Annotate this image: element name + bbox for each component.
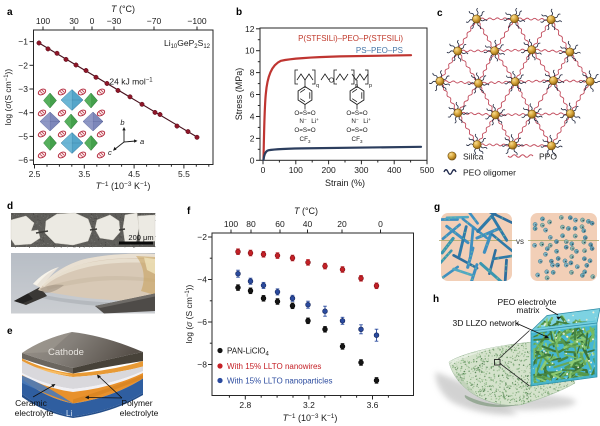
svg-text:P(STFSILi)–PEO–P(STFSILi): P(STFSILi)–PEO–P(STFSILi) bbox=[298, 34, 403, 43]
svg-text:500: 500 bbox=[420, 165, 434, 175]
svg-text:40: 40 bbox=[303, 219, 313, 229]
svg-text:With 15% LLTO nanoparticles: With 15% LLTO nanoparticles bbox=[227, 377, 333, 386]
svg-text:100: 100 bbox=[289, 165, 303, 175]
svg-text:4.5: 4.5 bbox=[128, 169, 140, 179]
svg-text:T−1 (10−3 K−1): T−1 (10−3 K−1) bbox=[96, 181, 151, 192]
svg-text:30: 30 bbox=[69, 16, 79, 26]
svg-text:PPO: PPO bbox=[539, 152, 557, 162]
svg-text:Li: Li bbox=[66, 409, 72, 418]
svg-text:O=S=O: O=S=O bbox=[294, 110, 315, 117]
svg-text:PEO oligomer: PEO oligomer bbox=[463, 168, 516, 178]
svg-text:−4: −4 bbox=[197, 275, 207, 285]
svg-text:b: b bbox=[236, 7, 242, 18]
svg-text:−5: −5 bbox=[18, 131, 28, 141]
svg-text:vs: vs bbox=[516, 237, 524, 246]
svg-text:T (°C): T (°C) bbox=[294, 206, 318, 216]
svg-text:g: g bbox=[434, 202, 440, 213]
svg-text:With 15% LLTO nanowires: With 15% LLTO nanowires bbox=[227, 362, 321, 371]
svg-text:−3: −3 bbox=[18, 84, 28, 94]
svg-text:Silica: Silica bbox=[463, 152, 484, 162]
svg-text:2.8: 2.8 bbox=[239, 400, 251, 410]
svg-text:electrolyte: electrolyte bbox=[15, 408, 54, 418]
svg-text:e: e bbox=[7, 326, 13, 337]
svg-text:T−1 (10−3 K−1): T−1 (10−3 K−1) bbox=[283, 413, 338, 424]
svg-text:c: c bbox=[437, 8, 443, 19]
svg-text:electrolyte: electrolyte bbox=[120, 408, 159, 418]
svg-text:−2: −2 bbox=[197, 232, 207, 242]
svg-text:20: 20 bbox=[337, 219, 347, 229]
svg-text:O: O bbox=[329, 78, 335, 85]
svg-text:p: p bbox=[369, 83, 372, 89]
svg-text:−4: −4 bbox=[18, 108, 28, 118]
svg-text:100: 100 bbox=[36, 16, 50, 26]
svg-text:h: h bbox=[433, 294, 439, 305]
svg-text:PAN-LiClO4: PAN-LiClO4 bbox=[227, 347, 270, 358]
svg-text:400: 400 bbox=[387, 165, 401, 175]
svg-text:10: 10 bbox=[245, 46, 255, 56]
svg-text:100: 100 bbox=[224, 219, 238, 229]
svg-text:PS–PEO–PS: PS–PEO–PS bbox=[356, 46, 403, 55]
svg-text:Li+: Li+ bbox=[311, 117, 319, 126]
svg-text:f: f bbox=[187, 206, 191, 217]
svg-text:c: c bbox=[108, 148, 112, 157]
svg-text:O=S=O: O=S=O bbox=[294, 127, 315, 134]
svg-text:Strain (%): Strain (%) bbox=[325, 178, 365, 188]
svg-text:n: n bbox=[355, 83, 358, 89]
svg-text:−70: −70 bbox=[147, 16, 162, 26]
svg-text:80: 80 bbox=[246, 219, 256, 229]
svg-text:log (σ(S cm−1)): log (σ(S cm−1)) bbox=[3, 69, 13, 126]
svg-text:CF3: CF3 bbox=[352, 136, 363, 144]
svg-text:24 kJ mol−1: 24 kJ mol−1 bbox=[109, 77, 153, 87]
svg-text:0: 0 bbox=[90, 16, 95, 26]
svg-text:d: d bbox=[7, 201, 13, 212]
svg-text:60: 60 bbox=[275, 219, 285, 229]
svg-text:300: 300 bbox=[354, 165, 368, 175]
svg-text:0: 0 bbox=[378, 219, 383, 229]
svg-text:200: 200 bbox=[322, 165, 336, 175]
svg-text:CF3: CF3 bbox=[300, 136, 311, 144]
svg-text:0: 0 bbox=[261, 165, 266, 175]
svg-text:O=S=O: O=S=O bbox=[346, 127, 367, 134]
svg-text:Stress (MPa): Stress (MPa) bbox=[234, 68, 244, 121]
svg-text:T (°C): T (°C) bbox=[111, 4, 135, 14]
svg-text:−6: −6 bbox=[18, 155, 28, 165]
svg-text:3.5: 3.5 bbox=[78, 169, 90, 179]
svg-text:log (σ (S cm−1)): log (σ (S cm−1)) bbox=[184, 284, 194, 343]
svg-text:PEO electrolyte: PEO electrolyte bbox=[497, 297, 556, 307]
svg-text:O=S=O: O=S=O bbox=[346, 110, 367, 117]
svg-text:4: 4 bbox=[250, 112, 255, 122]
svg-text:3.6: 3.6 bbox=[367, 400, 379, 410]
svg-text:200 μm: 200 μm bbox=[128, 233, 153, 242]
svg-text:Cathode: Cathode bbox=[48, 347, 84, 358]
svg-text:3D LLZO network: 3D LLZO network bbox=[453, 318, 520, 328]
svg-text:b: b bbox=[120, 118, 124, 127]
svg-text:−30: −30 bbox=[107, 16, 122, 26]
svg-text:matrix: matrix bbox=[516, 305, 540, 315]
svg-text:3.2: 3.2 bbox=[303, 400, 315, 410]
svg-text:q: q bbox=[316, 83, 319, 89]
svg-text:−8: −8 bbox=[197, 360, 207, 370]
svg-text:Li+: Li+ bbox=[363, 117, 371, 126]
svg-text:−6: −6 bbox=[197, 317, 207, 327]
svg-text:−2: −2 bbox=[18, 60, 28, 70]
svg-text:Ceramic: Ceramic bbox=[15, 398, 47, 408]
svg-text:−1: −1 bbox=[18, 37, 28, 47]
svg-text:5.5: 5.5 bbox=[178, 169, 190, 179]
svg-text:2.5: 2.5 bbox=[29, 169, 41, 179]
svg-text:6: 6 bbox=[250, 90, 255, 100]
svg-text:Polymer: Polymer bbox=[121, 398, 152, 408]
svg-text:a: a bbox=[140, 137, 144, 146]
svg-text:12: 12 bbox=[245, 24, 255, 34]
svg-text:0: 0 bbox=[250, 155, 255, 165]
svg-text:8: 8 bbox=[250, 68, 255, 78]
svg-text:N−: N− bbox=[351, 117, 359, 126]
svg-text:a: a bbox=[7, 7, 13, 18]
svg-text:−100: −100 bbox=[187, 16, 206, 26]
svg-text:2: 2 bbox=[250, 133, 255, 143]
svg-text:N−: N− bbox=[299, 117, 307, 126]
